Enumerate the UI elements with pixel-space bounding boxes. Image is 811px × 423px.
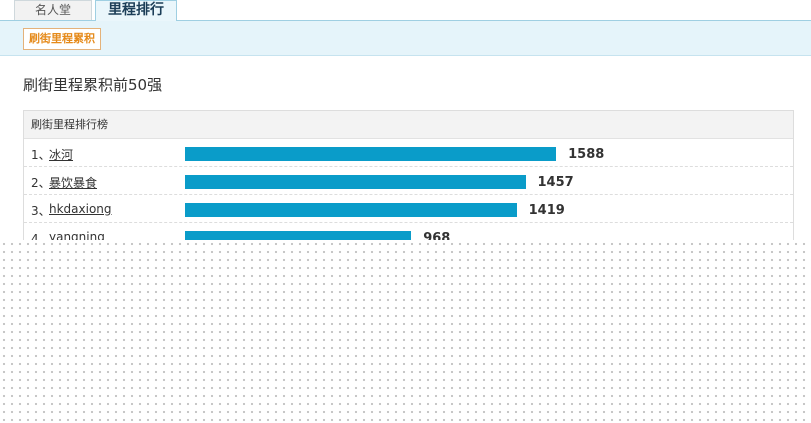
value-label: 1588 — [568, 147, 605, 162]
user-link[interactable]: hkdaxiong — [49, 202, 112, 216]
user-link[interactable]: 暴饮暴食 — [49, 176, 98, 190]
rank: 1、 — [31, 148, 51, 162]
table-header: 刷街里程排行榜 — [24, 111, 793, 139]
tab-bar: 名人堂 里程排行 — [0, 0, 811, 22]
table-row: 3、 hkdaxiong 1419 — [24, 195, 793, 223]
rank: 3、 — [31, 204, 51, 218]
tab-active[interactable]: 里程排行 — [95, 0, 177, 22]
bar — [185, 203, 517, 217]
rank: 2、 — [31, 176, 51, 190]
tab[interactable]: 名人堂 — [14, 0, 92, 20]
ranking-table: 刷街里程排行榜 1、 冰河 1588 2、 暴饮暴食 1457 3、 hkdaxiong 141… — [23, 110, 794, 252]
sub-nav: 刷街里程累积 — [0, 21, 811, 56]
dot-overlay — [0, 240, 811, 423]
value-label: 1419 — [528, 203, 565, 218]
bar — [185, 175, 526, 189]
table-row: 2、 暴饮暴食 1457 — [24, 167, 793, 195]
bar — [185, 147, 557, 161]
button[interactable]: 刷街里程累积 — [23, 28, 101, 50]
heading: 刷街里程累积前50强 — [23, 76, 163, 94]
table-row: 1、 冰河 1588 — [24, 139, 793, 167]
user-link[interactable]: 冰河 — [49, 148, 74, 162]
value-label: 1457 — [537, 175, 574, 190]
